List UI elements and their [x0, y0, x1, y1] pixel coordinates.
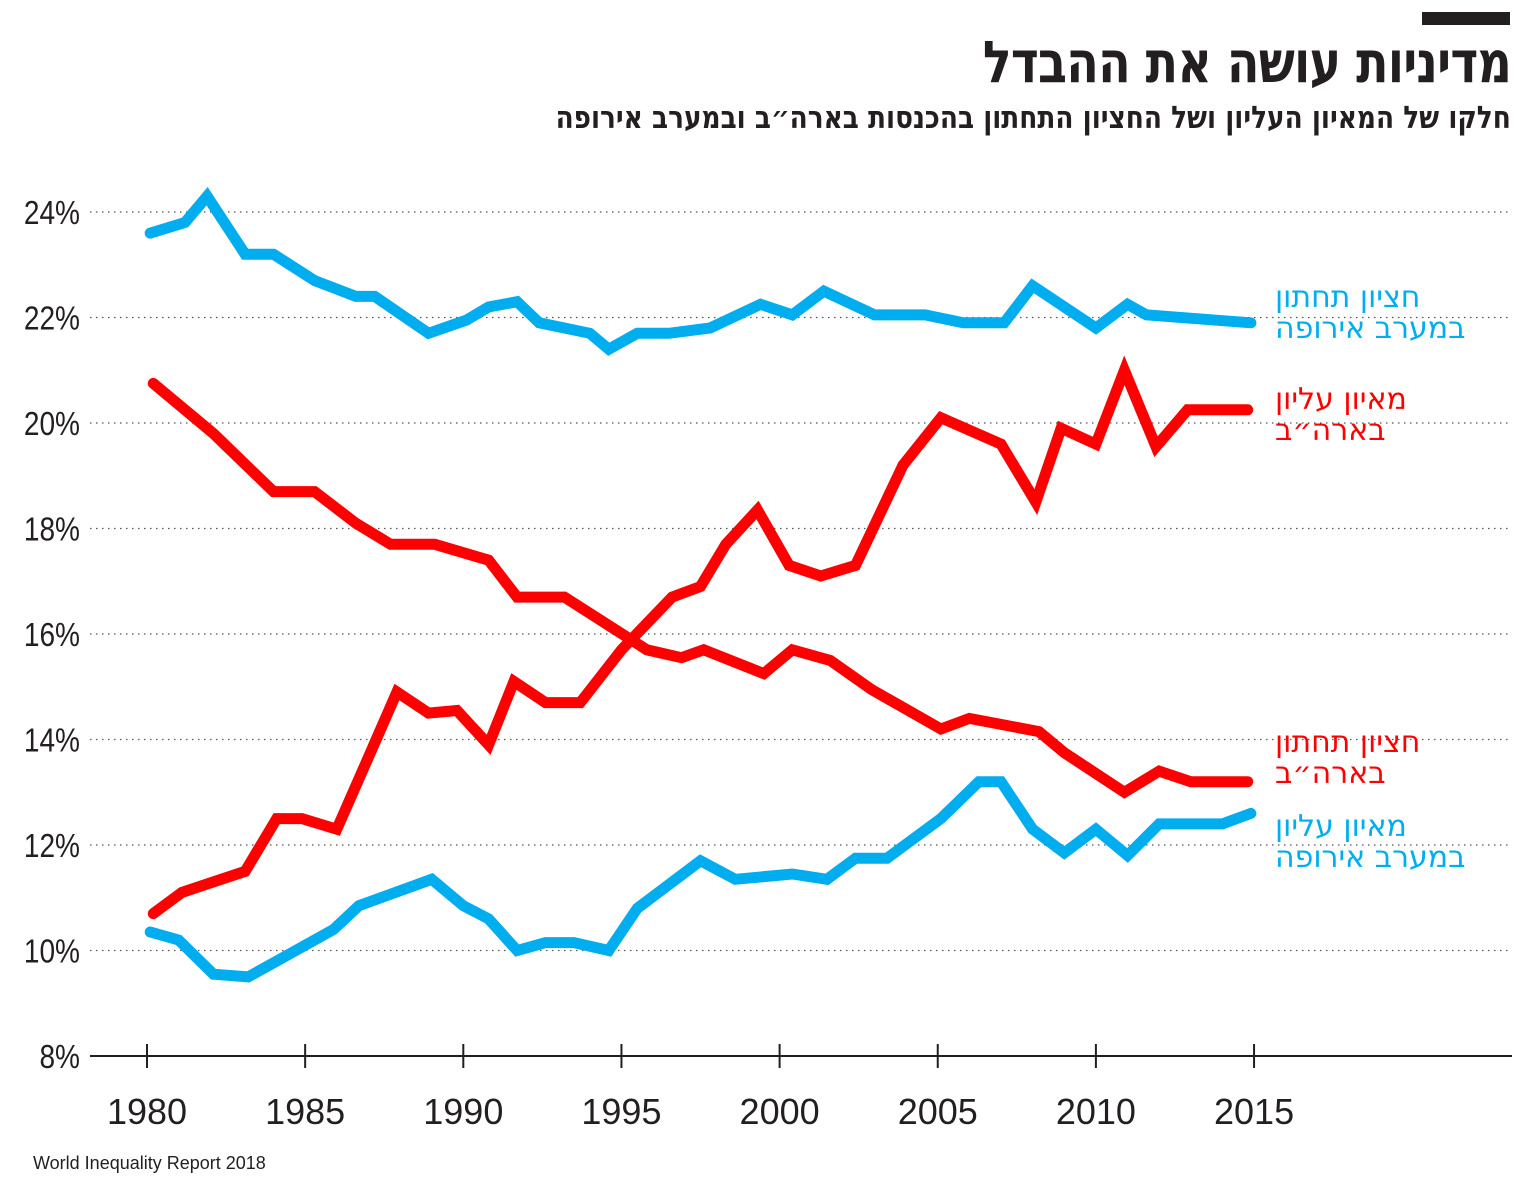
series-line-3 [144, 776, 1257, 983]
series-label-us-bottom50: חציון תחתון בארה״ב [1275, 727, 1420, 789]
label-line: בארה״ב [1275, 413, 1386, 448]
x-tick-label: 2000 [740, 1091, 820, 1132]
series-lines [144, 186, 1257, 983]
x-tick-label: 1995 [581, 1091, 661, 1132]
label-line: מאיון עליון [1275, 382, 1407, 417]
series-label-us-top1: מאיון עליון בארה״ב [1275, 384, 1407, 446]
series-label-europe-top1: מאיון עליון במערב אירופה [1275, 811, 1466, 873]
y-tick-label: 12% [24, 828, 80, 865]
x-tick-label: 2015 [1214, 1091, 1294, 1132]
label-line: חציון תחתון [1275, 725, 1421, 760]
y-tick-label: 8% [39, 1039, 80, 1076]
series-line-2 [147, 377, 1254, 799]
title-accent-bar [1422, 12, 1510, 25]
x-tick-label: 2005 [898, 1091, 978, 1132]
label-line: במערב אירופה [1275, 311, 1466, 346]
x-tick-label: 1980 [107, 1091, 187, 1132]
chart-subtitle: חלקו של המאיון העליון ושל החציון התחתון … [555, 100, 1511, 136]
x-axis: 1980 1985 1990 1995 2000 2005 2010 2015 [90, 1044, 1512, 1132]
label-line: חציון תחתון [1275, 280, 1421, 315]
y-tick-label: 20% [24, 406, 80, 443]
y-tick-label: 24% [24, 195, 80, 232]
x-tick-label: 1985 [265, 1091, 345, 1132]
series-line-1 [147, 355, 1254, 920]
y-tick-label: 14% [24, 722, 80, 759]
label-line: בארה״ב [1275, 756, 1386, 791]
series-line-0 [144, 186, 1257, 356]
chart-title: מדיניות עושה את ההבדל [982, 28, 1512, 96]
source-note: World Inequality Report 2018 [33, 1153, 266, 1173]
x-tick-label: 1990 [423, 1091, 503, 1132]
y-tick-label: 22% [24, 300, 80, 337]
label-line: מאיון עליון [1275, 809, 1407, 844]
y-tick-label: 16% [24, 617, 80, 654]
series-label-europe-bottom50: חציון תחתון במערב אירופה [1275, 282, 1466, 344]
y-tick-label: 10% [24, 933, 80, 970]
y-tick-label: 18% [24, 511, 80, 548]
x-tick-label: 2010 [1056, 1091, 1136, 1132]
label-line: במערב אירופה [1275, 840, 1466, 875]
y-axis-tick-labels: 8% 10% 12% 14% 16% 18% 20% 22% 24% [24, 195, 80, 1076]
